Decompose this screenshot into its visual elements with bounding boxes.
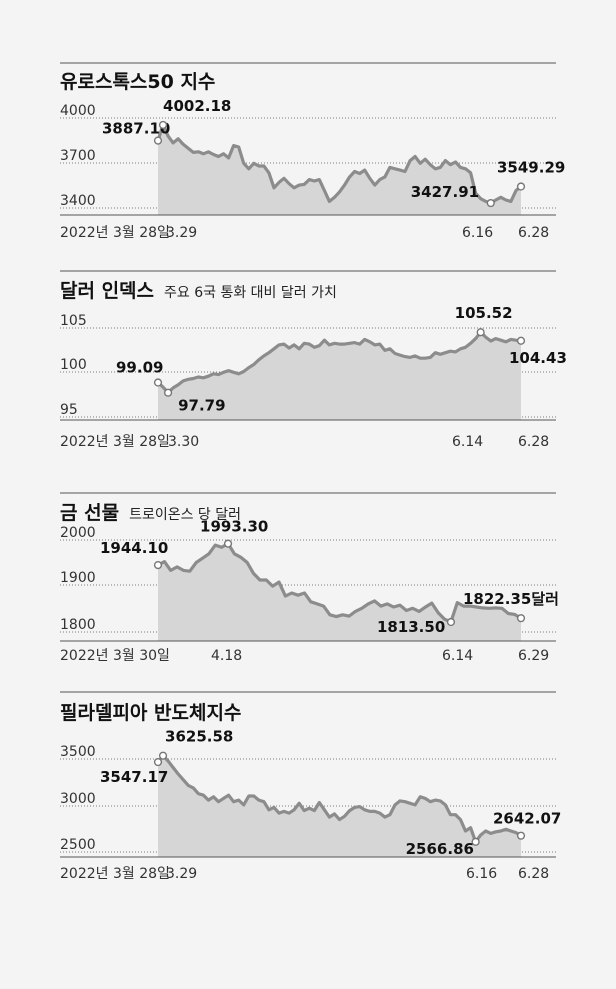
x-tick-label: 6.28: [518, 866, 549, 882]
callout-label: 97.79: [178, 397, 225, 415]
callout-marker: [516, 831, 526, 840]
y-tick-label: 1900: [60, 570, 96, 586]
callout-label: 1822.35달러: [463, 590, 559, 608]
chart-title: 유로스톡스50 지수: [60, 71, 215, 93]
callout-label: 1993.30: [200, 518, 268, 536]
x-tick-label: 4.18: [211, 648, 242, 664]
x-tick-label: 6.14: [442, 648, 473, 664]
area-fill: [158, 332, 521, 420]
callout-marker: [471, 837, 480, 846]
y-tick-label: 105: [60, 313, 87, 329]
y-tick-label: 3400: [60, 193, 96, 209]
chart-title: 달러 인덱스: [60, 280, 154, 302]
callout-label: 2642.07: [493, 810, 561, 828]
x-tick-label: 6.14: [452, 434, 483, 450]
callout-marker: [516, 614, 526, 623]
callout-label: 104.43: [509, 349, 567, 367]
x-tick-label: 6.28: [518, 225, 549, 241]
x-tick-label: 6.16: [466, 866, 497, 882]
x-tick-label: 6.28: [518, 434, 549, 450]
chart-title: 필라델피아 반도체지수: [60, 702, 241, 724]
callout-marker: [476, 328, 485, 337]
panel-1: 유로스톡스50 지수 3400 3700 4000 3887.10 4002.18 3427…: [60, 62, 565, 241]
area-fill: [158, 755, 521, 857]
callout-marker: [223, 539, 233, 548]
callout-marker: [516, 182, 526, 191]
callout-marker: [153, 136, 163, 145]
callout-label: 2566.86: [406, 840, 474, 858]
callout-marker: [153, 378, 163, 387]
series-line: [156, 330, 523, 395]
callout-marker: [158, 120, 168, 130]
x-tick-label: 2022년 3월 28일: [60, 434, 170, 450]
callout-label: 4002.18: [163, 97, 231, 115]
callout-marker: [158, 751, 168, 760]
callout-label: 3427.91: [411, 183, 479, 201]
chart-title: 금 선물: [60, 502, 119, 524]
x-tick-label: 6.16: [462, 225, 493, 241]
x-tick-label: 3.30: [168, 434, 199, 450]
callout-label: 105.52: [455, 304, 513, 322]
callout-label: 3625.58: [165, 728, 233, 746]
callout-label: 3887.10: [102, 120, 170, 138]
callout-marker: [163, 388, 173, 397]
chart-subtitle: 주요 6국 통화 대비 달러 가치: [164, 285, 337, 301]
x-tick-label: 3.29: [166, 866, 197, 882]
x-tick-label: 3.29: [166, 225, 197, 241]
y-tick-label: 3500: [60, 744, 96, 760]
x-tick-label: 2022년 3월 28일: [60, 225, 170, 241]
callout-marker: [153, 757, 163, 767]
series-line: [156, 541, 523, 624]
y-tick-label: 3000: [60, 791, 96, 807]
y-tick-label: 3700: [60, 148, 96, 164]
x-tick-label: 6.29: [518, 648, 549, 664]
callout-label: 3547.17: [100, 768, 168, 786]
x-tick-label: 2022년 3월 30일: [60, 648, 170, 664]
panel-2: 달러 인덱스 주요 6국 통화 대비 달러 가치 95 100 105 99.09 97.7…: [60, 270, 567, 450]
callout-label: 1944.10: [100, 539, 168, 557]
x-tick-label: 2022년 3월 28일: [60, 866, 170, 882]
callout-marker: [153, 560, 163, 570]
area-fill: [158, 124, 521, 215]
y-tick-label: 95: [60, 402, 78, 418]
y-tick-label: 4000: [60, 103, 96, 119]
callout-label: 99.09: [116, 359, 163, 377]
y-tick-label: 2000: [60, 525, 96, 541]
series-line: [156, 754, 523, 844]
y-tick-label: 1800: [60, 617, 96, 633]
callout-marker: [486, 198, 495, 208]
y-tick-label: 2500: [60, 837, 96, 853]
chart-subtitle: 트로이온스 당 달러: [129, 507, 241, 523]
callout-label: 1813.50: [377, 618, 445, 636]
series-line: [156, 123, 523, 205]
y-tick-label: 100: [60, 357, 87, 373]
callout-marker: [446, 617, 456, 627]
callout-label: 3549.29: [497, 159, 565, 177]
callout-marker: [516, 336, 526, 345]
